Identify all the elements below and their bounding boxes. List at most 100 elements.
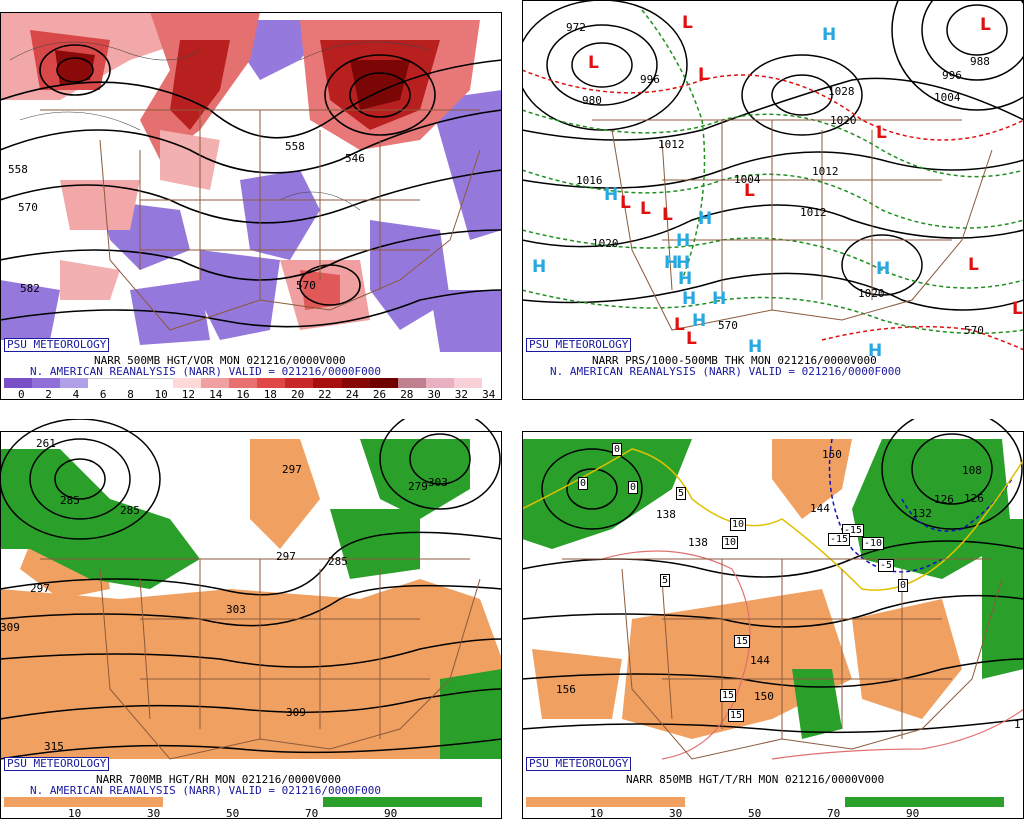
contour-label: 1012: [812, 165, 839, 178]
freezing-line: [522, 448, 1024, 591]
contour-label: 132: [912, 507, 932, 520]
contour-label: 0: [898, 579, 909, 592]
contour-label: -15: [828, 533, 851, 546]
colorbar-swatch: [4, 378, 33, 388]
colorbar-swatch: [526, 797, 606, 807]
contour-label: 5: [676, 487, 687, 500]
contour-label: 15: [728, 709, 745, 722]
colorbar: [526, 797, 1005, 807]
panel-700mb-rh: 261 285 285 297 297 297 285 279 303 309 309 315 303 …: [0, 419, 502, 820]
contour-label: 0: [628, 481, 639, 494]
contour-label: 297: [276, 550, 296, 563]
contour-label: 150: [754, 690, 774, 703]
colorbar-label: 16: [236, 388, 250, 401]
low-pressure-marker: L: [662, 205, 673, 225]
colorbar-label: 12: [181, 388, 196, 401]
colorbar-swatch: [144, 378, 173, 389]
contour-label: 1028: [828, 85, 855, 98]
contour-label: 558: [8, 163, 28, 176]
colorbar-swatch: [454, 378, 483, 388]
contour-label: 980: [582, 94, 602, 107]
contour-label: -10: [862, 537, 885, 550]
contour-label: 1016: [576, 174, 603, 187]
contour-label: 144: [810, 502, 830, 515]
colorbar-label: 10: [154, 388, 168, 401]
high-pressure-marker: H: [692, 311, 707, 331]
panel-subtitle: N. AMERICAN REANALYSIS (NARR) VALID = 02…: [30, 365, 381, 378]
colorbar-swatch: [924, 797, 1005, 807]
contour-label: 570: [18, 201, 38, 214]
contour-label: -5: [878, 559, 895, 572]
high-pressure-marker: H: [822, 25, 837, 45]
colorbar-label: 30: [427, 388, 441, 401]
low-pressure-marker: L: [686, 329, 697, 349]
colorbar-swatch: [116, 378, 145, 389]
vorticity-contours: [9, 41, 431, 211]
contour-label: 996: [942, 69, 962, 82]
contour-label: 1004: [934, 91, 961, 104]
panel-frame: [0, 431, 502, 819]
colorbar-label: 14: [209, 388, 223, 401]
contour-label: 285: [328, 555, 348, 568]
contour-label: 10: [722, 536, 739, 549]
high-pressure-marker: H: [678, 269, 693, 289]
contour-label: 5: [660, 574, 671, 587]
colorbar-label: 18: [263, 388, 277, 401]
political-borders: [40, 558, 481, 760]
colorbar-label: 10: [68, 807, 82, 820]
contour-label: 285: [60, 494, 80, 507]
contour-label: 315: [44, 740, 64, 753]
high-pressure-marker: H: [604, 185, 619, 205]
contour-label: 1020: [830, 114, 857, 127]
colorbar-label: 34: [482, 388, 496, 401]
contour-label: 570: [718, 319, 738, 332]
contour-label: 150: [822, 448, 842, 461]
colorbar-swatch: [285, 378, 314, 388]
colorbar-label: 70: [305, 807, 319, 820]
psu-meteorology-label: PSU METEOROLOGY: [526, 338, 632, 352]
colorbar-label: 30: [669, 807, 683, 820]
low-pressure-marker: L: [876, 123, 887, 143]
colorbar-label: 2: [45, 388, 52, 401]
contour-label: 297: [30, 582, 50, 595]
colorbar-label: 4: [72, 388, 80, 401]
panel-title: NARR 500MB HGT/VOR MON 021216/0000V000: [94, 354, 346, 367]
contour-label: 558: [285, 140, 305, 153]
colorbar-swatch: [172, 378, 201, 388]
colorbar-swatch: [229, 378, 258, 388]
panel-surface-pressure-thickness: 972 980 996 1012 1016 1020 1004 1012 1012 1020 102…: [522, 0, 1024, 400]
contour-label: 156: [556, 683, 576, 696]
panel-frame: [0, 12, 502, 400]
high-pressure-marker: H: [698, 209, 713, 229]
low-pressure-marker: L: [682, 13, 693, 33]
colorbar-label: 10: [590, 807, 604, 820]
vorticity-positive-areas: [0, 12, 480, 330]
contour-label: 303: [428, 476, 448, 489]
contour-label: 0: [612, 443, 623, 456]
contour-label: 972: [566, 21, 586, 34]
rh-moist-areas: [522, 439, 1024, 739]
contour-label: 988: [970, 55, 990, 68]
contour-label: 15: [720, 689, 737, 702]
colorbar-label: 90: [384, 807, 398, 820]
low-pressure-marker: L: [744, 181, 755, 201]
low-pressure-marker: L: [980, 15, 991, 35]
panel-subtitle: N. AMERICAN REANALYSIS (NARR) VALID = 02…: [30, 784, 381, 797]
colorbar: [4, 378, 483, 389]
low-pressure-marker: L: [1012, 299, 1023, 319]
panel-frame: [522, 0, 1024, 400]
colorbar-swatch: [257, 378, 286, 388]
contour-label: 138: [688, 536, 708, 549]
colorbar-swatch: [402, 797, 483, 807]
map-850mb: [522, 419, 1024, 775]
contour-label: 1020: [858, 287, 885, 300]
contour-label: 138: [656, 508, 676, 521]
contour-label: 303: [226, 603, 246, 616]
colorbar-label: 30: [147, 807, 161, 820]
contour-label: 126: [964, 492, 984, 505]
high-pressure-marker: H: [868, 341, 883, 361]
psu-meteorology-label: PSU METEOROLOGY: [526, 757, 632, 771]
contour-label: 996: [640, 73, 660, 86]
contour-label: 546: [345, 152, 365, 165]
panel-title: NARR 850MB HGT/T/RH MON 021216/0000V000: [626, 773, 885, 786]
